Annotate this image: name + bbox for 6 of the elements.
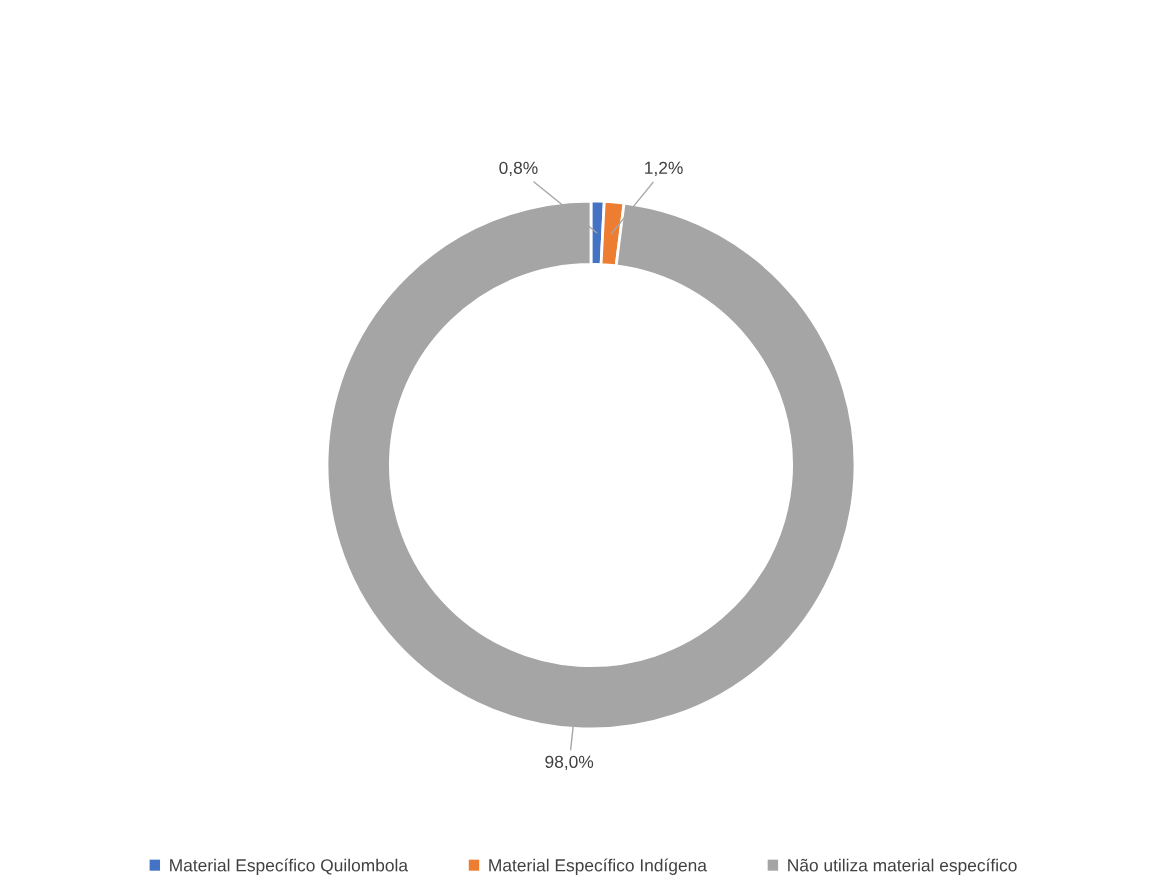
data-label: 1,2% (645, 161, 683, 177)
data-label: 98,0% (545, 755, 594, 771)
data-label: 0,8% (499, 161, 538, 177)
legend-label: Material Específico Quilombola (170, 858, 409, 875)
legend-label: Não utiliza material específico (788, 858, 1017, 875)
legend-label: Material Específico Indígena (489, 858, 707, 875)
